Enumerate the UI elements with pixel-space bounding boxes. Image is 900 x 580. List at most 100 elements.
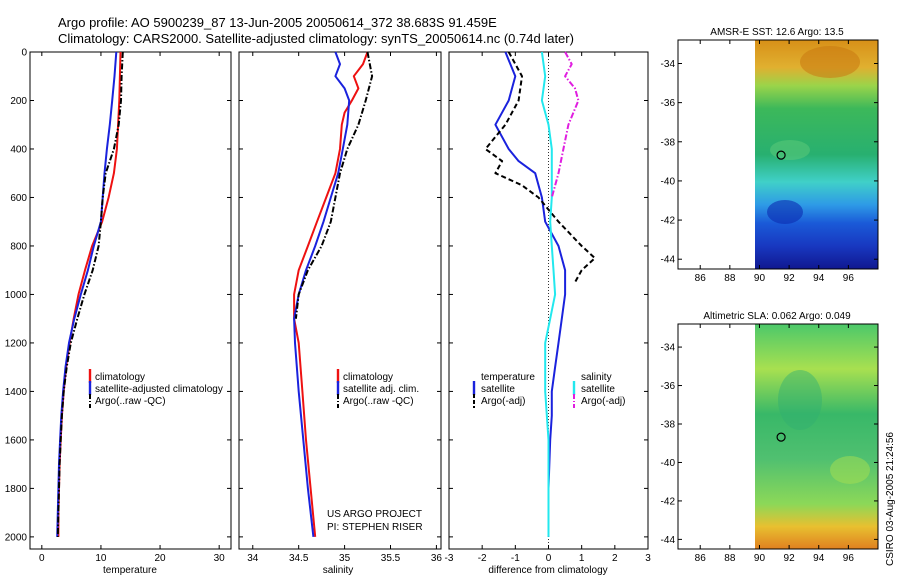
temperature-axes-box	[29, 51, 232, 550]
y-tick-label: -34	[661, 343, 676, 354]
sst-warm-patch	[800, 46, 860, 78]
legend-label-satellite-adj: satellite adj. clim.	[343, 384, 419, 395]
series-satellite-adjusted-climatology	[56, 51, 118, 537]
x-tick-label: -2	[478, 553, 487, 564]
x-tick-label: 35	[339, 553, 351, 564]
x-tick-label: 86	[695, 553, 707, 564]
difference-series	[484, 51, 596, 537]
temperature-ticks: 0 10 20 30 0 200 400 600 800 1000 1200 1400 1600 1800…	[5, 48, 231, 564]
project-line-1: US ARGO PROJECT	[327, 509, 422, 520]
series-argo-raw-qc	[56, 51, 124, 537]
y-tick-label: 1600	[5, 435, 28, 446]
sla-map-panel: Altimetric SLA: 0.062 Argo: 0.049 86 88 90…	[661, 311, 879, 564]
salinity-xlabel: salinity	[323, 565, 354, 576]
x-tick-label: 92	[784, 553, 796, 564]
sst-map-title: AMSR-E SST: 12.6 Argo: 13.5	[710, 27, 844, 38]
x-tick-label: 88	[724, 273, 736, 284]
x-tick-label: 94	[813, 273, 825, 284]
sla-ticks: 86 88 90 92 94 96 -34 -36 -38 -40 -42 -44	[661, 324, 878, 564]
legend-title-temperature: temperature	[481, 372, 535, 383]
legend-label-argo: Argo(..raw -QC)	[95, 396, 166, 407]
series-satellite-adj-clim	[293, 51, 351, 538]
x-tick-label: 3	[645, 553, 651, 564]
sla-patch-1	[778, 370, 822, 430]
y-tick-label: 1200	[5, 338, 28, 349]
y-tick-label: -44	[661, 255, 676, 266]
y-tick-label: -38	[661, 137, 676, 148]
y-tick-label: -42	[661, 496, 676, 507]
y-tick-label: 800	[10, 241, 27, 252]
series-salinity-satellite	[540, 51, 557, 537]
legend-label-temp-argo: Argo(-adj)	[481, 396, 525, 407]
temperature-xlabel: temperature	[103, 565, 157, 576]
legend-label-sal-argo: Argo(-adj)	[581, 396, 625, 407]
argo-float-marker	[776, 150, 786, 160]
difference-xlabel: difference from climatology	[488, 565, 607, 576]
difference-ticks: -3 -2 -1 0 1 2 3	[445, 51, 651, 564]
y-tick-label: 400	[10, 144, 27, 155]
y-tick-label: 1000	[5, 290, 28, 301]
legend-label-sal-satellite: satellite	[581, 384, 615, 395]
salinity-panel: 34 34.5 35 35.5 36 salinity climatology sate…	[238, 51, 442, 576]
y-tick-label: 600	[10, 193, 27, 204]
sla-patch-2	[830, 456, 870, 484]
header-line-2: Climatology: CARS2000. Satellite-adjuste…	[58, 31, 574, 46]
x-tick-label: -3	[445, 553, 454, 564]
x-tick-label: 0	[39, 553, 45, 564]
temperature-series	[56, 51, 124, 537]
sst-mid-patch	[770, 140, 810, 160]
x-tick-label: 92	[784, 273, 796, 284]
y-tick-label: -44	[661, 535, 676, 546]
sst-map-panel: AMSR-E SST: 12.6 Argo: 13.5 86 88 90 92 94 96…	[661, 27, 879, 284]
series-climatology	[57, 51, 122, 537]
series-temperature-argo-adj	[484, 51, 596, 283]
salinity-series	[293, 51, 374, 538]
sst-cold-patch	[767, 200, 803, 224]
sla-field	[755, 324, 878, 549]
y-tick-label: -40	[661, 176, 676, 187]
x-tick-label: 0	[546, 553, 552, 564]
x-tick-label: 1	[579, 553, 585, 564]
salinity-axes-box	[238, 51, 442, 550]
legend-label-satellite-adjusted: satellite-adjusted climatology	[95, 384, 223, 395]
temperature-legend: climatology satellite-adjusted climatolo…	[88, 369, 223, 408]
difference-panel: -3 -2 -1 0 1 2 3 difference from climatology t…	[445, 51, 651, 576]
series-salinity-argo-adj	[550, 51, 580, 198]
y-tick-label: 1800	[5, 484, 28, 495]
y-tick-label: 0	[21, 48, 27, 59]
y-tick-label: -36	[661, 381, 676, 392]
x-tick-label: 96	[843, 553, 855, 564]
x-tick-label: 2	[612, 553, 618, 564]
y-tick-label: 2000	[5, 532, 28, 543]
y-tick-label: -40	[661, 458, 676, 469]
sst-axes-box	[677, 39, 879, 270]
x-tick-label: 34	[247, 553, 259, 564]
y-tick-label: 1400	[5, 387, 28, 398]
project-line-2: PI: STEPHEN RISER	[327, 522, 423, 533]
x-tick-label: 96	[843, 273, 855, 284]
sla-marker-group	[776, 432, 786, 442]
x-tick-label: 94	[813, 553, 825, 564]
y-tick-label: -38	[661, 420, 676, 431]
legend-label-argo: Argo(..raw -QC)	[343, 396, 414, 407]
x-tick-label: 90	[754, 553, 766, 564]
x-tick-label: 34.5	[289, 553, 309, 564]
y-tick-label: -36	[661, 98, 676, 109]
x-tick-label: 30	[214, 553, 226, 564]
x-tick-label: 35.5	[381, 553, 401, 564]
series-temperature-satellite	[494, 51, 567, 537]
legend-label-temp-satellite: satellite	[481, 384, 515, 395]
series-climatology	[293, 51, 369, 537]
legend-label-climatology: climatology	[343, 372, 393, 383]
salinity-legend: climatology satellite adj. clim. Argo(..…	[336, 369, 419, 408]
temperature-panel: 0 10 20 30 0 200 400 600 800 1000 1200 1400 1600 1800…	[5, 48, 232, 576]
sst-ticks: 86 88 90 92 94 96 -34 -36 -38 -40 -42 -44	[661, 40, 878, 284]
sla-axes-box	[677, 323, 879, 550]
sst-marker-group	[776, 150, 786, 160]
sla-map-title: Altimetric SLA: 0.062 Argo: 0.049	[703, 311, 851, 322]
x-tick-label: 88	[724, 553, 736, 564]
x-tick-label: 90	[754, 273, 766, 284]
difference-legend: temperature satellite Argo(-adj) salinit…	[472, 372, 625, 408]
side-timestamp-label: CSIRO 03-Aug-2005 21:24:56	[885, 432, 896, 566]
